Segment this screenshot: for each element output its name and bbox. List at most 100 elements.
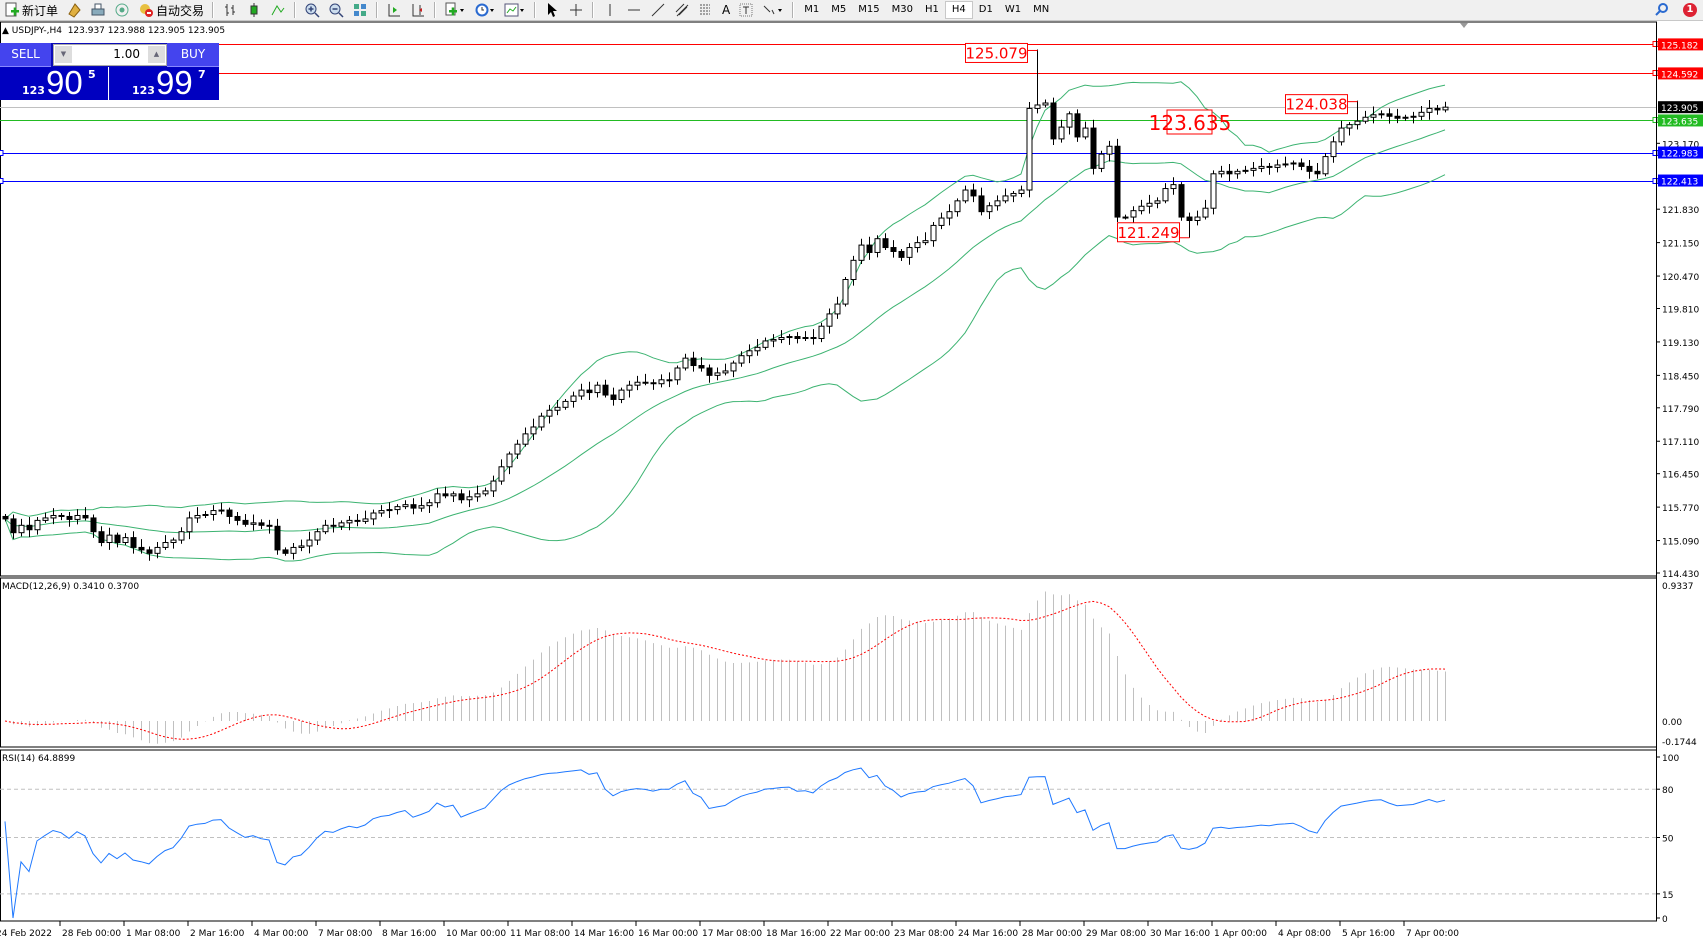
- bear-candle-body: [642, 381, 649, 384]
- vertical-line-tool[interactable]: [598, 1, 622, 19]
- trendline-tool[interactable]: [646, 1, 670, 19]
- printer-icon: [90, 2, 106, 18]
- crosshair-tool[interactable]: [564, 1, 588, 19]
- signals-button[interactable]: [110, 1, 134, 19]
- lot-decrease-button[interactable]: ▼: [55, 46, 72, 63]
- auto-trading-button[interactable]: 自动交易: [134, 1, 208, 19]
- candle: [466, 490, 473, 508]
- candle: [82, 507, 89, 521]
- buy-price[interactable]: 123 99 7: [110, 64, 219, 101]
- tile-windows-button[interactable]: [348, 1, 372, 19]
- rsi-tick-label: 100: [1662, 754, 1679, 764]
- notification-badge[interactable]: 1: [1683, 3, 1697, 17]
- line-chart-button[interactable]: [266, 1, 290, 19]
- bear-candle-body: [690, 357, 697, 367]
- candle: [186, 511, 193, 540]
- timeframe-d1[interactable]: D1: [978, 4, 993, 15]
- bear-candle-body: [442, 493, 449, 497]
- chart-shift-button[interactable]: [406, 1, 430, 19]
- templates-button[interactable]: [500, 1, 530, 19]
- timeframe-h1[interactable]: H1: [924, 4, 939, 15]
- timeframe-m15[interactable]: M15: [858, 4, 880, 15]
- sell-button[interactable]: SELL: [0, 43, 51, 67]
- bull-candle-body: [1290, 162, 1297, 165]
- candlestick-button[interactable]: [242, 1, 266, 19]
- timeframe-m30[interactable]: M30: [891, 4, 913, 15]
- search-icon[interactable]: [1655, 2, 1669, 19]
- cursor-tool[interactable]: [540, 1, 564, 19]
- lot-size-input[interactable]: ▼ 1.00 ▲: [53, 44, 167, 66]
- timeframe-m5[interactable]: M5: [831, 4, 847, 15]
- candle: [834, 296, 841, 319]
- candle: [1362, 110, 1369, 124]
- auto-scroll-button[interactable]: [382, 1, 406, 19]
- candle: [1434, 104, 1441, 115]
- candle: [402, 500, 409, 510]
- bar-chart-button[interactable]: [218, 1, 242, 19]
- new-order-button[interactable]: 新订单: [0, 1, 62, 19]
- ohlc-values: 123.937 123.988 123.905 123.905: [67, 26, 226, 36]
- bull-candle-body: [562, 400, 569, 408]
- terminal-button[interactable]: [86, 1, 110, 19]
- text-tool[interactable]: A: [718, 1, 734, 19]
- time-label: 18 Mar 16:00: [766, 929, 826, 939]
- equidistant-channel-tool[interactable]: [670, 1, 694, 19]
- bull-candle-body: [1010, 192, 1017, 197]
- lot-increase-button[interactable]: ▲: [148, 46, 165, 63]
- zoom-out-button[interactable]: [324, 1, 348, 19]
- bear-candle-body: [706, 367, 713, 376]
- candle: [554, 399, 561, 416]
- main-pane-frame: [0, 21, 1657, 577]
- bull-candle-body: [1170, 184, 1177, 190]
- sell-price[interactable]: 123 90 5: [0, 64, 109, 101]
- extreme-label-text: 125.079: [965, 44, 1027, 62]
- timeframe-m1[interactable]: M1: [804, 4, 820, 15]
- bear-candle-body: [458, 493, 465, 501]
- bar-chart-icon: [222, 2, 238, 18]
- auto-trading-icon: [138, 2, 154, 18]
- bear-candle-body: [1178, 184, 1185, 218]
- candle: [426, 499, 433, 514]
- bull-candle-body: [474, 493, 481, 498]
- periods-button[interactable]: [470, 1, 500, 19]
- fibonacci-tool[interactable]: [694, 1, 718, 19]
- one-click-trading-panel: SELL ▼ 1.00 ▲ BUY 123 90 5 123 99 7: [0, 43, 219, 101]
- bull-candle-body: [938, 217, 945, 226]
- horizontal-line-tool[interactable]: [622, 1, 646, 19]
- bull-candle-body: [378, 510, 385, 514]
- bull-candle-body: [1026, 107, 1033, 191]
- time-label: 11 Mar 08:00: [510, 929, 570, 939]
- bull-candle-body: [1418, 111, 1425, 117]
- collapse-arrow-icon[interactable]: ▲: [2, 26, 12, 36]
- buy-button[interactable]: BUY: [167, 43, 219, 67]
- candle: [146, 546, 153, 561]
- bull-candle-body: [834, 303, 841, 315]
- candle: [538, 412, 545, 431]
- candle: [666, 372, 673, 388]
- indicators-button[interactable]: [440, 1, 470, 19]
- bear-candle-body: [1266, 165, 1273, 168]
- candle: [106, 527, 113, 550]
- candle: [922, 232, 929, 246]
- hline-handle: [0, 178, 4, 184]
- timeframe-h4[interactable]: H4: [944, 1, 973, 19]
- chart-title: ▲ USDJPY-,H4 123.937 123.988 123.905 123…: [2, 26, 225, 36]
- bear-candle-body: [1306, 165, 1313, 172]
- bear-candle-body: [274, 525, 281, 551]
- zoom-in-button[interactable]: [300, 1, 324, 19]
- history-center-button[interactable]: [62, 1, 86, 19]
- extreme-label-box: [965, 42, 1028, 63]
- text-label-tool[interactable]: [734, 1, 758, 19]
- candle: [1026, 102, 1033, 198]
- arrows-tool[interactable]: [758, 1, 788, 19]
- candle: [1402, 114, 1409, 121]
- bull-candle-body: [1282, 163, 1289, 166]
- timeframe-w1[interactable]: W1: [1004, 4, 1022, 15]
- bull-candle-body: [674, 367, 681, 381]
- candle: [322, 519, 329, 535]
- candle: [882, 233, 889, 250]
- timeframe-mn[interactable]: MN: [1033, 4, 1050, 15]
- candle: [1298, 158, 1305, 171]
- candle: [242, 514, 249, 527]
